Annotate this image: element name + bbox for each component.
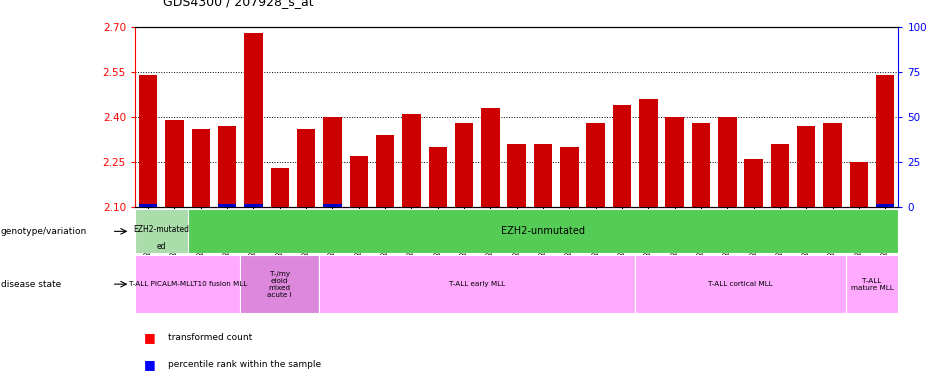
Bar [192,129,210,207]
Bar [244,33,263,207]
Bar [323,204,342,207]
Bar [319,255,635,313]
Bar [745,159,762,207]
Bar [349,156,368,207]
Text: ed: ed [156,242,166,251]
Bar [639,99,657,207]
Bar [135,255,240,313]
Bar [718,117,736,207]
Text: genotype/variation: genotype/variation [1,227,88,236]
Bar [376,135,395,207]
Text: T-ALL
mature MLL: T-ALL mature MLL [851,278,894,291]
Bar [218,126,236,207]
Bar [297,129,316,207]
Bar [876,204,895,207]
Bar [428,147,447,207]
Bar [481,108,500,207]
Text: disease state: disease state [1,280,61,289]
Bar [135,209,188,253]
Bar [845,255,898,313]
Bar [797,126,816,207]
Bar [218,204,236,207]
Bar [771,144,789,207]
Bar [876,75,895,207]
Text: T-/my
eloid
mixed
acute l: T-/my eloid mixed acute l [267,271,292,298]
Bar [240,255,319,313]
Bar [635,255,845,313]
Text: EZH2-mutated: EZH2-mutated [133,225,189,233]
Text: ■: ■ [144,331,156,344]
Bar [166,120,183,207]
Text: ■: ■ [144,358,156,371]
Bar [692,123,710,207]
Bar [613,105,631,207]
Bar [850,162,868,207]
Text: transformed count: transformed count [168,333,251,343]
Text: GDS4300 / 207928_s_at: GDS4300 / 207928_s_at [163,0,314,8]
Bar [139,75,157,207]
Bar [323,117,342,207]
Bar [533,144,552,207]
Bar [587,123,605,207]
Text: EZH2-unmutated: EZH2-unmutated [501,226,585,237]
Bar [402,114,421,207]
Bar [507,144,526,207]
Bar [139,204,157,207]
Bar [455,123,473,207]
Bar [823,123,842,207]
Bar [560,147,578,207]
Bar [271,168,289,207]
Bar [666,117,684,207]
Bar [244,204,263,207]
Text: T-ALL early MLL: T-ALL early MLL [449,281,506,287]
Text: percentile rank within the sample: percentile rank within the sample [168,360,320,369]
Text: T-ALL cortical MLL: T-ALL cortical MLL [708,281,773,287]
Text: T-ALL PICALM-MLLT10 fusion MLL: T-ALL PICALM-MLLT10 fusion MLL [128,281,247,287]
